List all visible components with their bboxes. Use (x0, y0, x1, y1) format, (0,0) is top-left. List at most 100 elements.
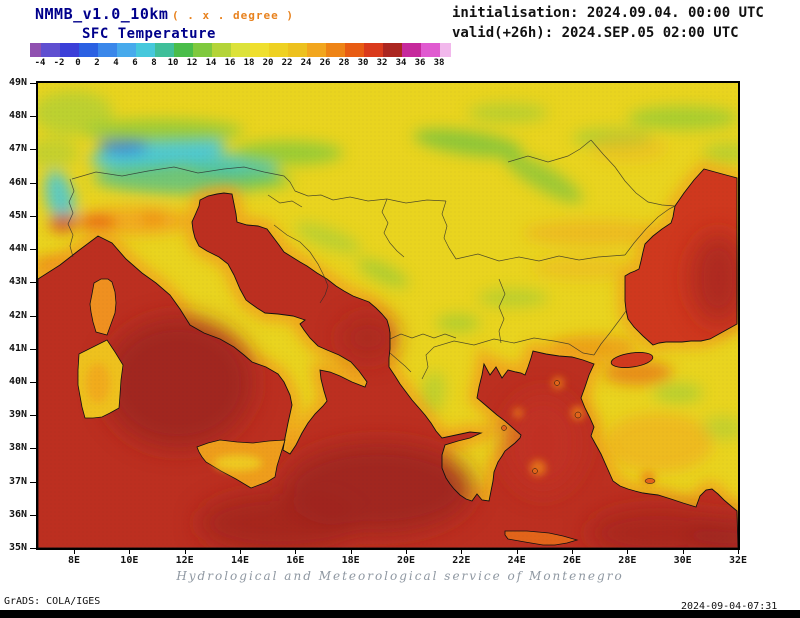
lon-label: 18E (341, 555, 360, 566)
lat-tick (30, 481, 36, 483)
lat-label: 39N (8, 409, 27, 421)
lon-label: 30E (673, 555, 692, 566)
lat-label: 35N (8, 542, 27, 553)
lon-label: 28E (618, 555, 637, 566)
lon-tick (627, 549, 629, 554)
colorbar-tick-label: 20 (262, 58, 274, 68)
colorbar-cell (269, 43, 288, 57)
latitude-axis: 49N 48N 47N 46N 45N 44N 43N 42N 41N 40N 39N 38N 37N 3… (5, 77, 36, 553)
colorbar-tick-label: 26 (319, 58, 331, 68)
grid-resolution-note: ( . x . degree ) (172, 9, 294, 22)
lon-label: 8E (67, 555, 81, 566)
lon-label: 16E (286, 555, 305, 566)
colorbar-cell (250, 43, 269, 57)
colorbar-cell (41, 43, 60, 57)
colorbar-tick-label: 12 (186, 58, 198, 68)
colorbar-tick-label: 24 (300, 58, 312, 68)
lon-tick (406, 549, 407, 554)
lat-tick (30, 448, 36, 450)
colorbar-cell (307, 43, 326, 57)
lat-label: 41N (8, 342, 27, 354)
colorbar-cell (440, 43, 451, 57)
lon-tick (516, 549, 518, 554)
lon-tick (295, 549, 297, 554)
colorbar-tick-label: 28 (338, 58, 350, 68)
field-title: SFC Temperature (82, 26, 216, 42)
colorbar-tick-label: 8 (151, 58, 157, 68)
grads-credit: GrADS: COLA/IGES (4, 596, 101, 607)
colorbar-tick-label: 18 (243, 58, 255, 68)
colorbar-cell (364, 43, 383, 57)
window-bottom-edge (0, 610, 800, 618)
colorbar-cell (402, 43, 421, 57)
lat-tick (30, 215, 36, 217)
colorbar-cell (30, 43, 41, 57)
lat-label: 43N (8, 276, 27, 288)
lon-tick (240, 549, 241, 554)
lat-tick (30, 116, 36, 118)
colorbar-tick-label: -4 (34, 58, 46, 68)
lon-tick (129, 549, 131, 554)
lat-label: 44N (8, 243, 27, 255)
colorbar-ticks: -4 -2 0 2 4 6 8 10 12 14 16 18 20 22 24 26 28 30 32 34 36 38 (30, 58, 460, 70)
service-credit: Hydrological and Meteorological service … (176, 569, 624, 583)
valid-time: valid(+26h): 2024.SEP.05 02:00 UTC (452, 25, 739, 41)
lat-label: 38N (8, 442, 27, 454)
lat-label: 48N (8, 110, 27, 122)
lat-label: 36N (8, 508, 27, 520)
colorbar-cell (288, 43, 307, 57)
colorbar-cell (231, 43, 250, 57)
lat-tick (30, 348, 36, 350)
colorbar-cell (117, 43, 136, 57)
lat-label: 46N (8, 176, 27, 188)
colorbar-cell (98, 43, 117, 57)
lon-label: 14E (230, 555, 250, 566)
colorbar-tick-label: 30 (357, 58, 369, 68)
lon-label: 10E (120, 555, 139, 566)
colorbar-cell (345, 43, 364, 57)
colorbar (30, 43, 451, 57)
lon-tick (184, 549, 186, 554)
lon-tick (572, 549, 573, 554)
lon-tick (350, 549, 352, 554)
shading-stipple-overlay (38, 83, 738, 548)
lat-tick (30, 249, 36, 251)
colorbar-tick-label: 38 (433, 58, 445, 68)
colorbar-cell (174, 43, 193, 57)
colorbar-cell (383, 43, 402, 57)
lat-tick (30, 282, 36, 284)
colorbar-tick-label: 10 (167, 58, 179, 68)
lat-label: 49N (8, 77, 27, 88)
colorbar-tick-label: -2 (53, 58, 65, 68)
colorbar-tick-label: 22 (281, 58, 293, 68)
lon-tick (738, 549, 739, 554)
initialisation-time: initialisation: 2024.09.04. 00:00 UTC (452, 5, 764, 21)
colorbar-cell (326, 43, 345, 57)
lon-label: 32E (728, 555, 748, 566)
colorbar-tick-label: 34 (395, 58, 407, 68)
colorbar-cell (421, 43, 440, 57)
lon-label: 24E (507, 555, 526, 566)
lat-tick (30, 514, 36, 516)
model-title: NMMB_v1.0_10km (35, 5, 169, 23)
colorbar-cell (79, 43, 98, 57)
colorbar-cell (193, 43, 212, 57)
lat-tick (30, 182, 36, 184)
lon-tick (74, 549, 75, 554)
lat-label: 47N (8, 143, 27, 155)
lat-tick (30, 315, 36, 317)
temperature-field-map (38, 83, 738, 548)
lat-tick (30, 149, 36, 151)
colorbar-cell (155, 43, 174, 57)
lon-label: 26E (562, 555, 582, 566)
colorbar-tick-label: 2 (94, 58, 100, 68)
colorbar-tick-label: 32 (376, 58, 388, 68)
lat-tick (30, 83, 36, 84)
lon-tick (461, 549, 463, 554)
lat-tick (30, 415, 36, 417)
colorbar-tick-label: 16 (224, 58, 236, 68)
colorbar-tick-label: 4 (113, 58, 119, 68)
lon-tick (682, 549, 684, 554)
colorbar-tick-label: 14 (205, 58, 217, 68)
